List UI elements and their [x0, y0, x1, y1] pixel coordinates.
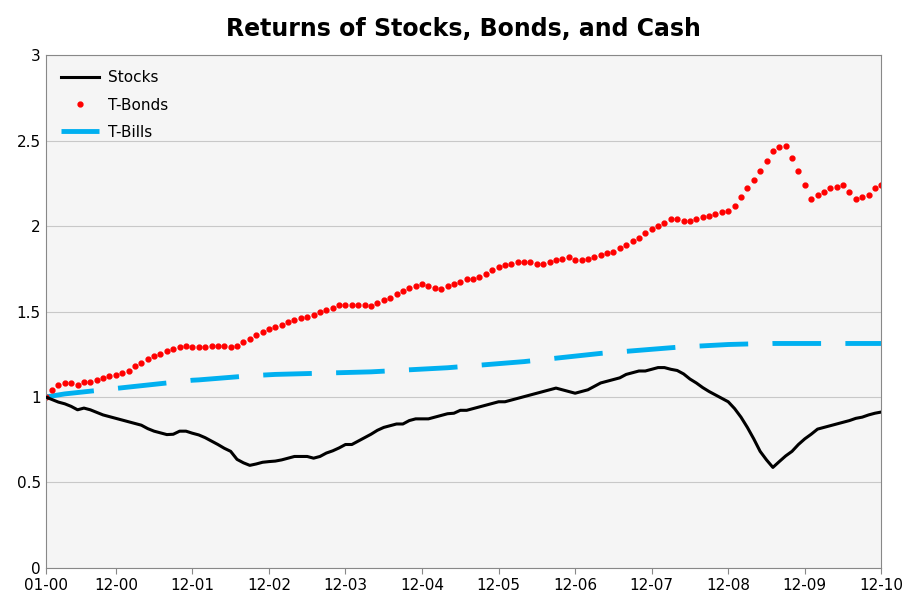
T-Bonds: [40, 393, 51, 401]
Title: Returns of Stocks, Bonds, and Cash: Returns of Stocks, Bonds, and Cash: [226, 16, 700, 41]
T-Bills: [779, 340, 790, 347]
Stocks: [786, 448, 797, 455]
T-Bills: [104, 386, 115, 393]
Legend: Stocks, T-Bonds, T-Bills: Stocks, T-Bonds, T-Bills: [53, 63, 176, 148]
T-Bonds: [773, 144, 784, 151]
T-Bonds: [786, 154, 797, 161]
Stocks: [321, 450, 332, 457]
Stocks: [766, 464, 777, 471]
T-Bills: [40, 393, 51, 401]
Stocks: [652, 364, 663, 371]
T-Bonds: [690, 215, 701, 223]
T-Bills: [174, 378, 185, 386]
T-Bills: [766, 340, 777, 347]
T-Bonds: [321, 306, 332, 314]
Stocks: [799, 435, 810, 442]
Line: T-Bonds: T-Bonds: [43, 126, 919, 400]
T-Bonds: [104, 373, 115, 380]
Stocks: [174, 428, 185, 435]
Line: Stocks: Stocks: [46, 368, 919, 467]
Stocks: [40, 393, 51, 401]
T-Bills: [690, 343, 701, 350]
T-Bills: [321, 370, 332, 377]
Stocks: [697, 384, 708, 391]
T-Bonds: [174, 344, 185, 351]
T-Bills: [792, 340, 803, 347]
Stocks: [104, 413, 115, 420]
Line: T-Bills: T-Bills: [46, 343, 919, 397]
